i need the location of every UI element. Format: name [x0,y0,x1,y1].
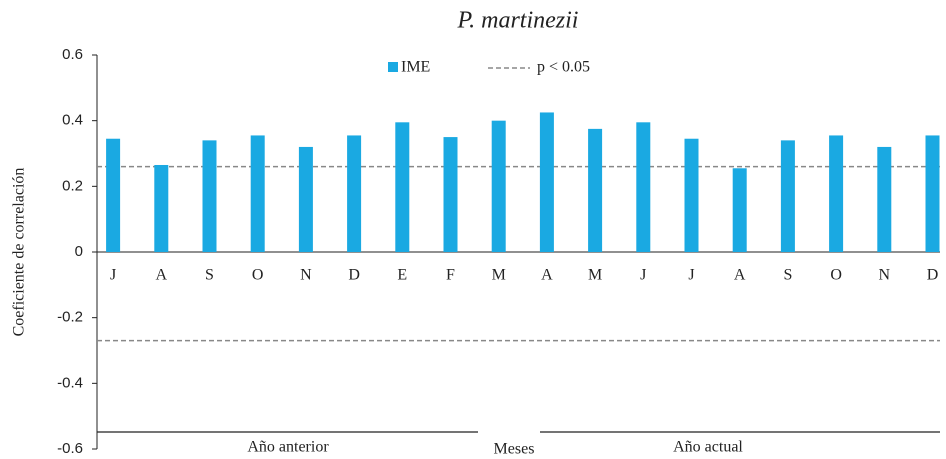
bar [684,138,699,252]
group-label: Año actual [673,439,743,456]
y-tick-label: -0.6 [57,440,83,457]
legend-swatch [388,62,398,72]
x-tick-label: F [446,267,455,284]
x-tick-label: J [110,267,116,284]
bar [491,120,506,253]
bar [202,140,217,252]
bar [106,138,121,252]
bar [395,122,410,252]
y-tick-label: 0.4 [62,112,83,129]
bar [636,122,651,252]
x-tick-label: J [688,267,694,284]
x-tick-label: S [205,267,214,284]
bar [877,146,892,252]
y-tick-label: -0.2 [57,309,83,326]
bar [154,164,169,252]
x-tick-label: N [300,267,312,284]
y-tick-label: 0 [75,243,83,260]
y-tick-label: 0.6 [62,46,83,63]
y-tick-label: 0.2 [62,177,83,194]
bar [298,146,313,252]
x-tick-label: A [541,267,553,284]
x-tick-label: D [927,267,939,284]
chart-title: P. martinezii [457,8,579,34]
y-tick-label: -0.4 [57,374,83,391]
bar [347,135,362,252]
x-tick-label: D [348,267,360,284]
x-tick-label: N [879,267,891,284]
x-tick-label: A [734,267,746,284]
legend-label: IME [401,59,430,76]
x-tick-label: M [588,267,602,284]
y-axis-label: Coeficiente de correlación [11,168,28,337]
group-label: Año anterior [247,439,329,456]
bar [732,168,747,252]
x-tick-label: O [830,267,842,284]
x-tick-label: O [252,267,264,284]
bar [250,135,265,252]
x-tick-label: S [783,267,792,284]
bar [925,135,940,252]
x-tick-label: A [156,267,168,284]
x-tick-label: J [640,267,646,284]
bar [443,137,458,252]
bar [780,140,795,252]
bar [539,112,554,252]
x-tick-label: E [397,267,407,284]
legend-label: p < 0.05 [537,59,590,76]
x-tick-label: M [492,267,506,284]
bar [829,135,844,252]
bar [588,128,603,252]
x-axis-label: Meses [494,441,535,458]
